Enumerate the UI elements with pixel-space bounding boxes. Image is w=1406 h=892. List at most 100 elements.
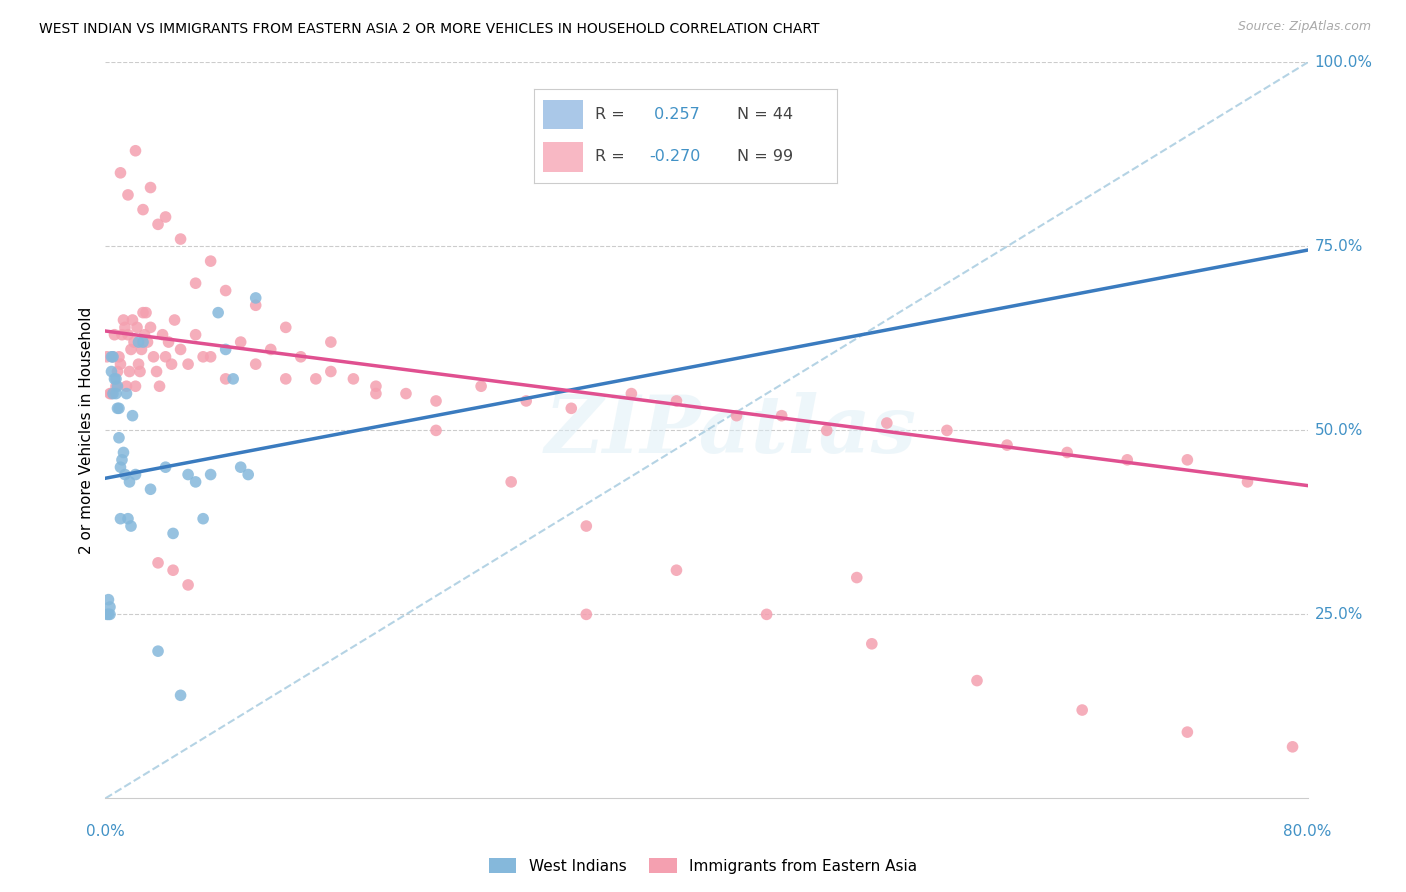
Point <box>152 327 174 342</box>
Point <box>110 166 132 180</box>
Point <box>1116 453 1139 467</box>
Point <box>157 334 180 349</box>
Point <box>725 409 748 423</box>
Point <box>120 519 142 533</box>
Point <box>560 401 582 416</box>
Text: WEST INDIAN VS IMMIGRANTS FROM EASTERN ASIA 2 OR MORE VEHICLES IN HOUSEHOLD CORR: WEST INDIAN VS IMMIGRANTS FROM EASTERN A… <box>39 22 820 37</box>
Point <box>108 350 131 364</box>
Point <box>425 424 447 438</box>
Y-axis label: 2 or more Vehicles in Household: 2 or more Vehicles in Household <box>79 307 94 554</box>
Point <box>124 144 146 158</box>
Point <box>101 350 124 364</box>
Point <box>665 393 688 408</box>
Point <box>117 511 139 525</box>
Point <box>1281 739 1303 754</box>
Point <box>364 379 387 393</box>
Point <box>160 357 183 371</box>
Point <box>146 644 169 658</box>
Point <box>110 460 132 475</box>
Point <box>128 334 150 349</box>
Point <box>214 372 236 386</box>
Text: Source: ZipAtlas.com: Source: ZipAtlas.com <box>1237 20 1371 33</box>
Point <box>155 210 177 224</box>
Point <box>245 291 267 305</box>
Point <box>200 467 222 482</box>
Point <box>191 511 214 525</box>
Point <box>177 357 200 371</box>
Point <box>97 607 120 622</box>
Point <box>125 320 148 334</box>
Point <box>108 401 131 416</box>
Text: 0.0%: 0.0% <box>86 824 125 838</box>
Point <box>191 350 214 364</box>
Point <box>995 438 1018 452</box>
Point <box>104 379 127 393</box>
Point <box>290 350 312 364</box>
Point <box>107 379 129 393</box>
Point <box>200 254 222 268</box>
Point <box>122 334 145 349</box>
Point <box>115 379 138 393</box>
Point <box>148 379 170 393</box>
Point <box>305 372 328 386</box>
Text: N = 99: N = 99 <box>737 149 793 164</box>
Text: 50.0%: 50.0% <box>1315 423 1362 438</box>
Point <box>575 519 598 533</box>
Point <box>319 365 342 379</box>
Point <box>260 343 283 357</box>
Point <box>145 365 167 379</box>
Point <box>110 357 132 371</box>
Point <box>425 393 447 408</box>
Point <box>163 313 186 327</box>
Text: R =: R = <box>595 149 630 164</box>
Point <box>222 372 245 386</box>
Point <box>101 350 124 364</box>
Point <box>395 386 418 401</box>
Point <box>238 467 260 482</box>
Point <box>136 334 159 349</box>
Text: 100.0%: 100.0% <box>1315 55 1372 70</box>
Text: 25.0%: 25.0% <box>1315 607 1362 622</box>
Point <box>100 386 122 401</box>
Point <box>134 327 156 342</box>
Point <box>98 599 121 614</box>
Point <box>860 637 883 651</box>
Point <box>120 343 142 357</box>
Point <box>274 320 297 334</box>
Point <box>1071 703 1094 717</box>
Point <box>117 188 139 202</box>
Legend: West Indians, Immigrants from Eastern Asia: West Indians, Immigrants from Eastern As… <box>482 852 924 880</box>
Text: N = 44: N = 44 <box>737 107 793 122</box>
Point <box>108 431 131 445</box>
Point <box>132 334 155 349</box>
Point <box>107 401 129 416</box>
Point <box>770 409 793 423</box>
Point <box>364 386 387 401</box>
Point <box>112 313 135 327</box>
Point <box>169 343 191 357</box>
Point <box>135 305 157 319</box>
Point <box>142 350 165 364</box>
Point <box>103 327 125 342</box>
Point <box>118 365 141 379</box>
Point <box>98 386 121 401</box>
Point <box>184 475 207 489</box>
Point <box>245 298 267 312</box>
Point <box>97 592 120 607</box>
Point <box>214 284 236 298</box>
Text: -0.270: -0.270 <box>650 149 700 164</box>
Point <box>1236 475 1258 489</box>
Point <box>207 305 229 319</box>
Point <box>501 475 523 489</box>
Point <box>342 372 364 386</box>
Point <box>104 372 127 386</box>
FancyBboxPatch shape <box>543 100 582 129</box>
Point <box>111 453 134 467</box>
Point <box>845 571 868 585</box>
Point <box>936 424 959 438</box>
FancyBboxPatch shape <box>543 142 582 171</box>
Point <box>470 379 492 393</box>
Text: 0.257: 0.257 <box>650 107 700 122</box>
Point <box>162 526 184 541</box>
Point <box>114 467 136 482</box>
